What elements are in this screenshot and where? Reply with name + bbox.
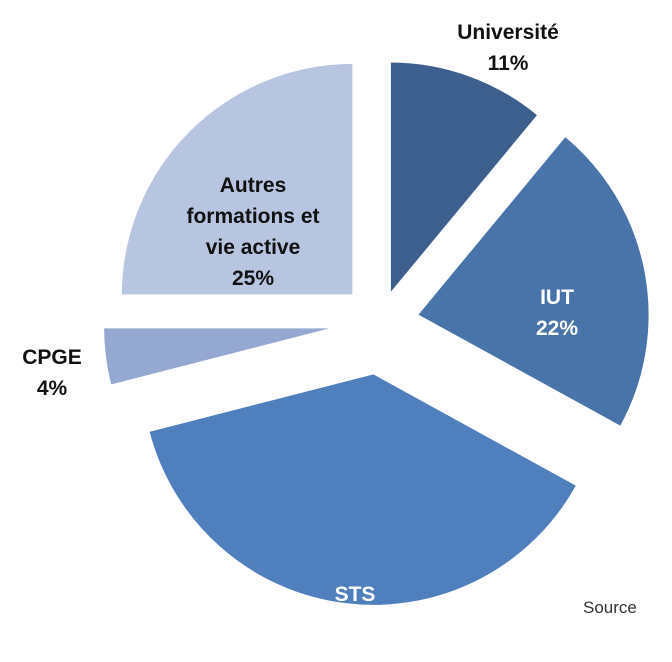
pie-slice (102, 326, 336, 387)
value-label: 38% (333, 614, 377, 637)
category-label: CPGE (22, 346, 82, 369)
slice-label: Université 11% (408, 17, 608, 79)
pie-slice (120, 62, 354, 296)
category-label: Université (457, 21, 559, 44)
value-label: 25% (231, 267, 275, 290)
slice-label: Autres formations et vie active 25% (173, 170, 333, 294)
source-note: Source (583, 598, 637, 617)
category-label: STS (334, 583, 376, 606)
pie-slice (389, 61, 540, 296)
pie-slice (147, 372, 578, 607)
category-label: IUT (540, 286, 574, 309)
value-label: 4% (36, 377, 68, 400)
pie-slice (416, 135, 651, 428)
slice-label: CPGE 4% (7, 342, 97, 404)
slice-label: STS 38% (305, 579, 405, 641)
value-label: 11% (487, 52, 529, 75)
category-label: Autres formations et vie active (186, 174, 320, 259)
slice-label: IUT 22% (507, 282, 607, 344)
value-label: 22% (535, 317, 579, 340)
